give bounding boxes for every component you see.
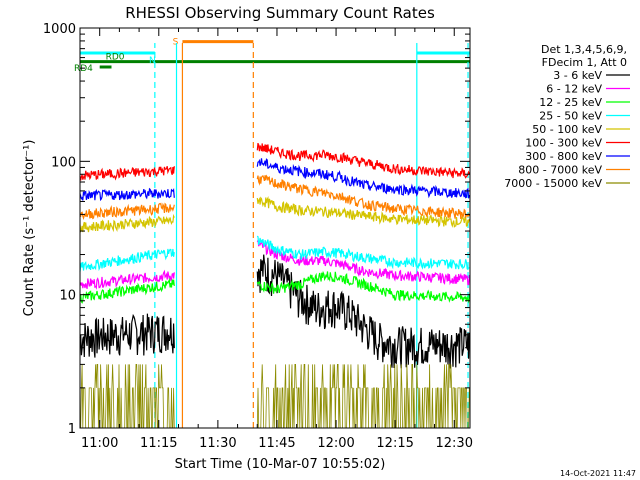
legend-label-8: 7000 - 15000 keV	[504, 177, 602, 190]
footer-date: 14-Oct-2021 11:47	[560, 469, 636, 478]
legend-label-0: 3 - 6 keV	[553, 69, 602, 82]
series-line-4-seg0	[79, 213, 175, 234]
state-label-s: S	[173, 38, 179, 48]
legend-label-7: 800 - 7000 keV	[518, 164, 602, 177]
series-line-3-seg0	[79, 248, 175, 272]
x-tick-label-4: 12:00	[317, 436, 354, 451]
series-line-5-seg0	[79, 166, 175, 181]
legend-header-decimation: FDecim 1, Att 0	[542, 56, 627, 69]
series-line-1-seg1	[256, 238, 470, 286]
series-line-4-seg1	[256, 195, 470, 228]
y-tick-label-1: 10	[59, 289, 76, 304]
x-tick-label-6: 12:30	[436, 436, 473, 451]
legend-label-4: 50 - 100 keV	[532, 123, 602, 136]
series-line-0-seg0	[79, 313, 175, 358]
y-tick-label-3: 1000	[43, 22, 76, 37]
state-label-rd4: RD4	[74, 64, 93, 74]
series-line-7-seg1	[256, 174, 470, 220]
plot-area: N RD0 RD4 S 1 10 100 1000 11:00 11:15 11:30 11:45 12…	[43, 22, 473, 451]
x-axis-label: Start Time (10-Mar-07 10:55:02)	[175, 457, 386, 472]
y-tick-label-2: 100	[51, 155, 76, 170]
x-tick-label-2: 11:30	[199, 436, 236, 451]
legend-header-detectors: Det 1,3,4,5,6,9,	[541, 43, 627, 56]
legend-label-1: 6 - 12 keV	[546, 83, 602, 96]
y-tick-label-0: 1	[68, 422, 76, 437]
legend-label-5: 100 - 300 keV	[525, 137, 602, 150]
series-line-3-seg1	[256, 235, 470, 271]
state-label-rd0: RD0	[106, 53, 125, 63]
state-label-n: N	[149, 56, 156, 66]
legend-label-2: 12 - 25 keV	[539, 96, 602, 109]
series-line-1-seg0	[79, 269, 175, 290]
chart-title: RHESSI Observing Summary Count Rates	[125, 4, 435, 22]
series-line-2-seg0	[79, 278, 175, 304]
x-tick-label-1: 11:15	[140, 436, 177, 451]
legend-label-3: 25 - 50 keV	[539, 110, 602, 123]
x-tick-label-0: 11:00	[81, 436, 118, 451]
series-line-6-seg0	[79, 187, 175, 202]
series-line-5-seg1	[256, 142, 470, 179]
x-tick-label-5: 12:15	[376, 436, 413, 451]
legend-label-6: 300 - 800 keV	[525, 150, 602, 163]
series-line-6-seg1	[256, 158, 470, 199]
plot-frame	[79, 27, 471, 429]
series-line-7-seg0	[79, 202, 175, 221]
series-line-2-seg1	[256, 270, 470, 304]
x-tick-label-3: 11:45	[258, 436, 295, 451]
y-axis-label: Count Rate (s⁻¹ detector⁻¹)	[22, 140, 37, 317]
